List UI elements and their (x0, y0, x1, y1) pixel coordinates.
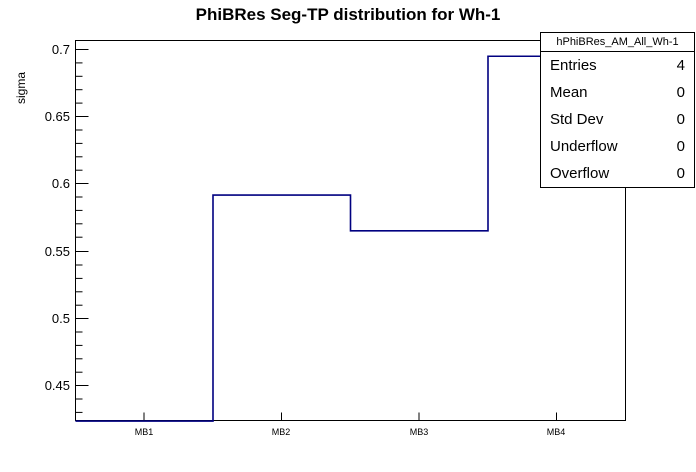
stats-key-overflow: Overflow (550, 165, 610, 182)
stats-box-title: hPhiBRes_AM_All_Wh-1 (541, 33, 694, 52)
stats-value-overflow: 0 (676, 165, 685, 182)
stats-value-entries: 4 (676, 57, 685, 74)
stats-key-underflow: Underflow (550, 138, 618, 155)
x-axis-ticks (75, 412, 557, 421)
x-tick-label-mb3: MB3 (409, 427, 429, 437)
stats-row-entries: Entries 4 (541, 52, 694, 79)
x-tick-label-mb2: MB2 (271, 427, 291, 437)
stats-row-mean: Mean 0 (541, 79, 694, 106)
y-tick-label-3: 0.6 (51, 176, 70, 191)
plot-frame (75, 40, 626, 421)
stats-key-std-dev: Std Dev (550, 111, 604, 128)
stats-row-std-dev: Std Dev 0 (541, 106, 694, 133)
stats-value-std-dev: 0 (676, 111, 685, 128)
x-tick-label-mb4: MB4 (546, 427, 566, 437)
y-axis-major-ticks (75, 49, 89, 386)
y-tick-label-1: 0.5 (51, 311, 70, 326)
histogram-step-line (75, 55, 626, 422)
x-tick-label-mb1: MB1 (134, 427, 154, 437)
y-tick-label-4: 0.65 (44, 109, 70, 124)
stats-row-underflow: Underflow 0 (541, 133, 694, 160)
y-tick-label-5: 0.7 (51, 42, 70, 57)
stats-key-mean: Mean (550, 84, 588, 101)
y-tick-label-0: 0.45 (44, 378, 70, 393)
stats-row-overflow: Overflow 0 (541, 160, 694, 187)
stats-box[interactable]: hPhiBRes_AM_All_Wh-1 Entries 4 Mean 0 St… (540, 32, 695, 188)
stats-value-mean: 0 (676, 84, 685, 101)
y-axis-minor-ticks (75, 62, 83, 413)
y-tick-label-2: 0.55 (44, 244, 70, 259)
stats-key-entries: Entries (550, 57, 597, 74)
stats-value-underflow: 0 (676, 138, 685, 155)
page-title: PhiBRes Seg-TP distribution for Wh-1 (195, 5, 501, 24)
